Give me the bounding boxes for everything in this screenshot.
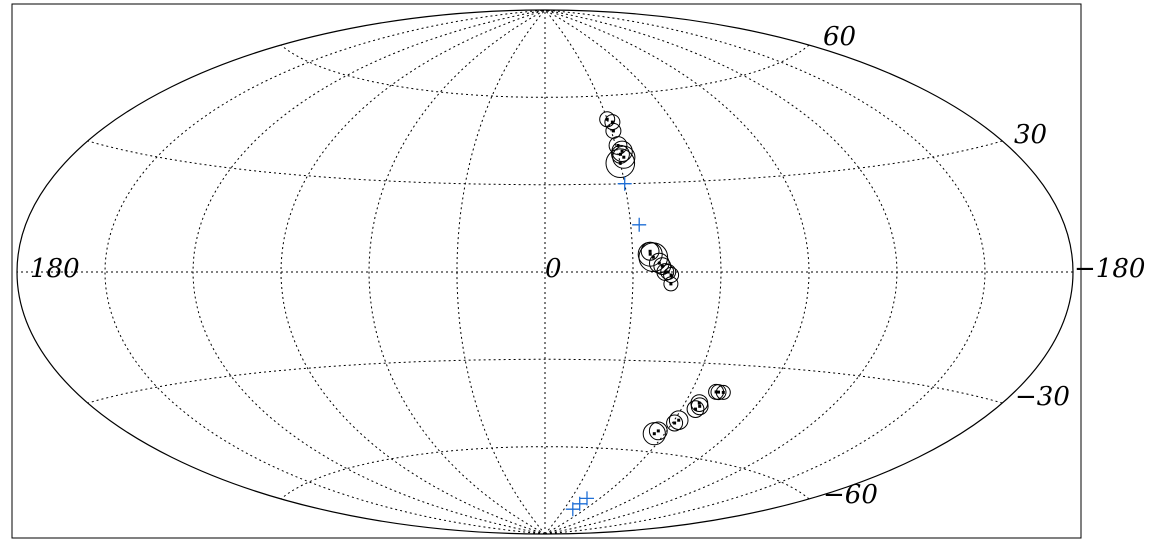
meridian-line <box>544 9 810 535</box>
data-point-center <box>717 390 720 394</box>
data-point-plus <box>632 217 647 232</box>
data-point-center <box>698 404 702 408</box>
data-point-circle <box>612 145 636 169</box>
tick-label-lat-minus-30: −30 <box>1015 382 1070 412</box>
data-point-circle <box>686 400 705 419</box>
data-point-circle <box>605 148 636 178</box>
parallel-line <box>87 358 1003 404</box>
data-point-circle <box>642 422 666 446</box>
tick-label-lon-left-180: 180 <box>30 254 80 284</box>
meridian-line <box>104 9 546 535</box>
data-point-center <box>622 155 626 159</box>
data-point-circle <box>710 384 727 401</box>
data-point-center <box>605 117 609 121</box>
data-point-center <box>663 270 667 274</box>
data-point-center <box>651 255 655 259</box>
meridian-line <box>280 9 546 535</box>
tick-label-lat-minus-60: −60 <box>823 480 878 510</box>
data-point-center <box>611 129 615 133</box>
data-point-center <box>620 149 624 153</box>
data-point-circle <box>649 252 670 274</box>
data-point-center <box>619 152 622 156</box>
tick-label-lon-right-180: −180 <box>1074 254 1145 284</box>
data-point-circle <box>715 384 731 400</box>
data-point-circle <box>690 397 709 416</box>
data-point-circle <box>663 276 679 292</box>
parallel-line <box>87 140 1003 186</box>
data-point-center <box>697 401 701 405</box>
data-point-center <box>669 273 673 277</box>
data-point-plus <box>580 491 594 506</box>
data-point-circle <box>648 421 668 441</box>
data-point-center <box>657 261 661 265</box>
tick-label-lat-30: 30 <box>1014 120 1047 150</box>
data-point-center <box>648 249 652 253</box>
data-point-plus <box>572 496 587 511</box>
data-point-center <box>652 432 656 436</box>
data-point-plus <box>617 176 632 191</box>
projection-outline <box>16 9 1074 535</box>
data-point-circle <box>666 414 684 432</box>
plot-frame <box>11 3 1082 539</box>
coordinate-grid <box>17 9 1073 535</box>
data-point-center <box>673 421 677 425</box>
data-point-center <box>618 161 622 165</box>
meridian-line <box>544 9 634 535</box>
data-point-circle <box>660 264 677 280</box>
data-points <box>565 111 731 517</box>
data-point-center <box>677 418 681 422</box>
data-point-center <box>721 390 725 394</box>
data-point-center <box>648 252 652 256</box>
tick-label-lon-center-0: 0 <box>545 254 562 284</box>
data-point-center <box>694 407 697 411</box>
data-point-center <box>666 270 670 274</box>
data-point-center <box>660 264 664 268</box>
data-point-center <box>610 120 614 124</box>
tick-label-lat-60: 60 <box>823 22 856 52</box>
data-point-center <box>669 282 673 286</box>
meridian-line <box>368 9 546 535</box>
data-point-center <box>656 429 660 433</box>
data-point-circle <box>608 136 628 155</box>
data-point-plus <box>565 502 580 517</box>
